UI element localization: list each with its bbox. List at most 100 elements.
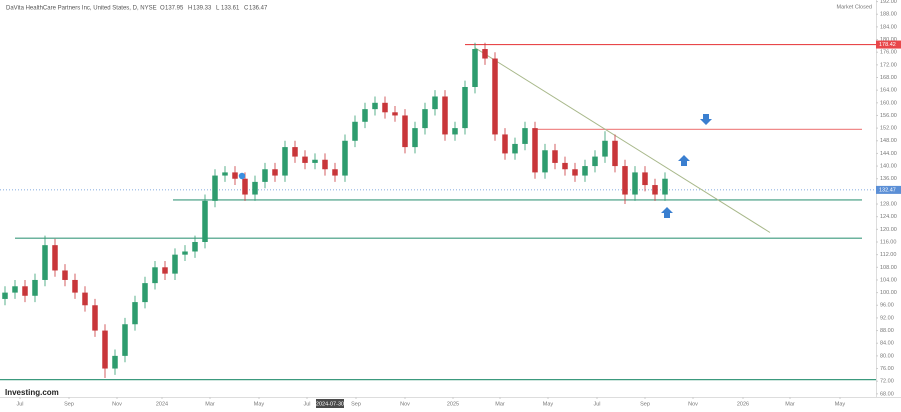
y-tick-label: 116.00 [880, 239, 896, 245]
candle-body [52, 245, 58, 271]
y-tick-label: 156.00 [880, 113, 897, 119]
y-tick-label: 136.00 [880, 176, 897, 182]
candle-body [82, 292, 88, 306]
candle-body [192, 241, 198, 252]
candle-body [152, 267, 158, 284]
y-tick-label: 76.00 [880, 366, 894, 372]
x-tick-label: Nov [688, 401, 698, 407]
candle-body [422, 109, 428, 129]
candle-body [582, 166, 588, 176]
y-tick-label: 100.00 [880, 290, 897, 296]
candle-body [362, 109, 368, 122]
quote-key: C [244, 6, 249, 12]
candle-body [392, 112, 398, 116]
candle-body [342, 140, 348, 176]
x-tick-label: 2026 [737, 401, 749, 407]
brand-logo: Investing.com [5, 388, 59, 397]
x-tick-label: Nov [112, 401, 122, 407]
y-tick-label: 88.00 [880, 328, 894, 334]
candle-body [652, 185, 658, 195]
y-tick-label: 188.00 [880, 12, 897, 18]
candle-body [162, 267, 168, 274]
candle-body [212, 175, 218, 201]
candle-body [252, 181, 258, 195]
candle-body [432, 96, 438, 110]
trendline [474, 47, 771, 233]
candle-body [382, 102, 388, 113]
candle-body [42, 245, 48, 280]
candle-body [132, 302, 138, 325]
candle-body [172, 254, 178, 274]
candle-body [572, 169, 578, 176]
candle-body [292, 147, 298, 157]
market-status: Market Closed [837, 4, 872, 10]
x-tick-label: Mar [495, 401, 505, 407]
candle-body [602, 140, 608, 157]
x-tick-label: May [254, 401, 265, 407]
y-tick-label: 180.00 [880, 37, 897, 43]
candle-body [522, 128, 528, 144]
y-tick-label: 108.00 [880, 265, 897, 271]
quote-key: L [216, 6, 220, 12]
candle-body [492, 58, 498, 135]
price-tag-label: 178.42 [879, 42, 896, 48]
crosshair-date-box [316, 399, 344, 408]
candle-body [612, 140, 618, 167]
candle-body [242, 178, 248, 195]
price-tag [876, 40, 901, 49]
candle-body [332, 169, 338, 176]
candle-body [112, 355, 118, 369]
y-tick-label: 140.00 [880, 164, 897, 170]
arrow-up [661, 207, 673, 218]
y-tick-label: 84.00 [880, 341, 894, 347]
candle-body [412, 128, 418, 148]
y-tick-label: 120.00 [880, 227, 897, 233]
candle-body [632, 172, 638, 195]
candle-body [232, 172, 238, 179]
y-tick-label: 172.00 [880, 62, 897, 68]
arrow-up [678, 155, 690, 166]
candle-body [442, 96, 448, 135]
y-tick-label: 144.00 [880, 151, 897, 157]
candle-body [542, 150, 548, 173]
candle-body [592, 156, 598, 167]
candle-body [262, 169, 268, 182]
y-tick-label: 68.00 [880, 391, 894, 397]
candle-body [552, 150, 558, 163]
x-tick-label: Sep [351, 401, 361, 407]
candle-body [62, 270, 68, 280]
candle-body [532, 128, 538, 173]
candle-body [512, 143, 518, 154]
candle-body [562, 162, 568, 170]
quote-key: H [188, 6, 192, 12]
candle-body [102, 330, 108, 369]
quote-value: 133.61 [221, 6, 240, 12]
candle-body [272, 169, 278, 176]
quote-value: 136.47 [249, 6, 268, 12]
candle-body [322, 159, 328, 170]
y-tick-label: 80.00 [880, 353, 894, 359]
x-tick-label: Jul [303, 401, 310, 407]
candle-body [12, 286, 18, 293]
candle-body [202, 200, 208, 242]
x-tick-label: Nov [400, 401, 410, 407]
candle-body [92, 305, 98, 331]
x-tick-label: Mar [785, 401, 795, 407]
candle-body [402, 115, 408, 148]
candle-body [182, 251, 188, 255]
x-tick-label: 2025 [447, 401, 459, 407]
candle-body [282, 147, 288, 176]
y-tick-label: 112.00 [880, 252, 896, 258]
quote-value: 139.33 [193, 6, 212, 12]
candle-body [622, 166, 628, 195]
arrow-down [700, 114, 712, 125]
quote-value: 137.95 [165, 6, 184, 12]
candle-body [302, 156, 308, 163]
candle-body [462, 86, 468, 129]
candle-body [312, 159, 318, 163]
x-tick-label: May [835, 401, 846, 407]
candle-body [352, 121, 358, 141]
x-tick-label: 2024 [156, 401, 168, 407]
